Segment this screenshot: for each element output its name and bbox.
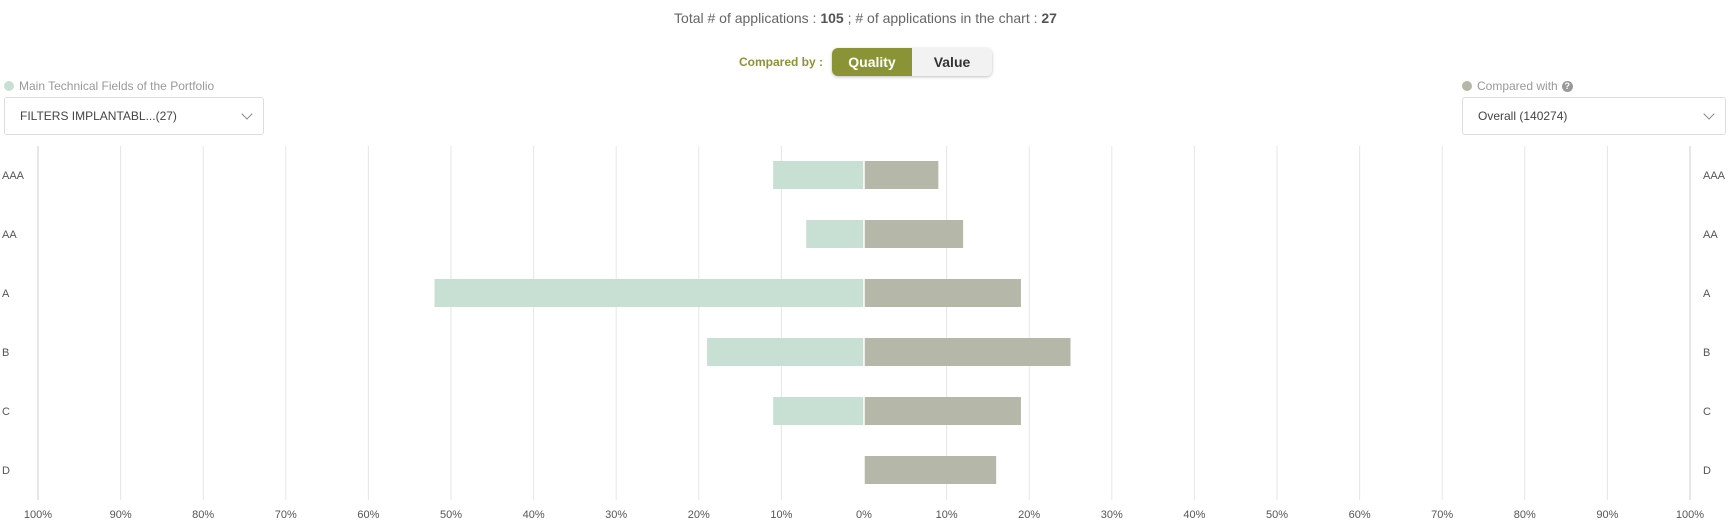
x-tick-label: 100% — [1676, 509, 1704, 521]
x-tick-label: 20% — [688, 509, 710, 521]
left-filter-label: Main Technical Fields of the Portfolio — [4, 79, 214, 93]
x-tick-label: 90% — [1596, 509, 1618, 521]
x-tick-label: 70% — [1431, 509, 1453, 521]
right-series-bar — [864, 220, 964, 248]
applications-summary: Total # of applications : 105 ; # of app… — [0, 10, 1731, 26]
category-label-right: AAA — [1703, 170, 1726, 182]
category-label-left: AA — [2, 229, 17, 241]
left-series-dot — [4, 81, 14, 91]
right-series-bar — [864, 161, 939, 189]
quality-button[interactable]: Quality — [832, 48, 912, 76]
right-series-bar — [864, 338, 1071, 366]
right-series-bar — [864, 397, 1021, 425]
left-series-bar — [434, 279, 864, 307]
compare-by-control: Compared by : Quality Value — [0, 48, 1731, 76]
left-series-bar — [773, 397, 864, 425]
x-tick-label: 10% — [770, 509, 792, 521]
x-tick-label: 60% — [357, 509, 379, 521]
category-label-right: B — [1703, 347, 1710, 359]
right-filter-label-text: Compared with — [1477, 79, 1558, 93]
x-tick-label: 80% — [1514, 509, 1536, 521]
category-label-left: C — [2, 406, 10, 418]
value-button[interactable]: Value — [912, 48, 992, 76]
compared-with-select[interactable]: Overall (140274) — [1462, 97, 1726, 135]
technical-field-value: FILTERS IMPLANTABL...(27) — [20, 109, 177, 123]
category-label-left: A — [2, 288, 10, 300]
right-series-dot — [1462, 81, 1472, 91]
x-tick-label: 60% — [1349, 509, 1371, 521]
x-tick-label: 90% — [110, 509, 132, 521]
x-tick-label: 100% — [24, 509, 52, 521]
x-tick-label: 50% — [440, 509, 462, 521]
x-tick-label: 30% — [605, 509, 627, 521]
compare-by-label: Compared by : — [738, 55, 823, 69]
right-series-bar — [864, 279, 1021, 307]
x-tick-label: 80% — [192, 509, 214, 521]
category-label-right: AA — [1703, 229, 1718, 241]
help-icon[interactable]: ? — [1561, 80, 1573, 92]
x-tick-label: 40% — [523, 509, 545, 521]
category-label-right: A — [1703, 288, 1711, 300]
left-series-bar — [806, 220, 864, 248]
category-label-left: D — [2, 465, 10, 477]
x-tick-label: 30% — [1101, 509, 1123, 521]
category-label-left: B — [2, 347, 9, 359]
x-tick-label: 70% — [275, 509, 297, 521]
left-series-bar — [773, 161, 864, 189]
compared-with-value: Overall (140274) — [1478, 109, 1568, 123]
technical-field-select[interactable]: FILTERS IMPLANTABL...(27) — [4, 97, 264, 135]
x-tick-label: 40% — [1183, 509, 1205, 521]
category-label-left: AAA — [2, 170, 25, 182]
x-tick-label: 20% — [1018, 509, 1040, 521]
right-series-bar — [864, 456, 997, 484]
left-series-bar — [707, 338, 864, 366]
compare-toggle: Quality Value — [832, 48, 992, 76]
x-tick-label: 10% — [936, 509, 958, 521]
chart-count-label: ; # of applications in the chart : — [843, 10, 1042, 26]
x-tick-label: 0% — [856, 509, 872, 521]
category-label-right: D — [1703, 465, 1711, 477]
chart-count-value: 27 — [1041, 10, 1057, 26]
total-value: 105 — [820, 10, 844, 26]
left-filter-label-text: Main Technical Fields of the Portfolio — [19, 79, 215, 93]
total-label: Total # of applications : — [674, 10, 821, 26]
category-label-right: C — [1703, 406, 1711, 418]
right-filter-label: Compared with ? — [1462, 79, 1573, 93]
x-tick-label: 50% — [1266, 509, 1288, 521]
